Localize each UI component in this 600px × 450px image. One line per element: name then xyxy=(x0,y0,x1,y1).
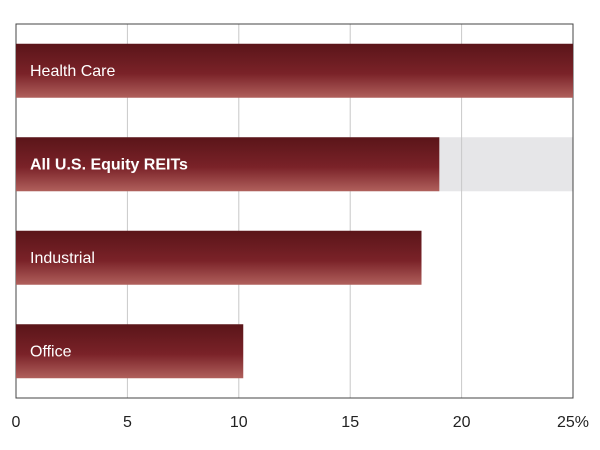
x-tick-label: 25% xyxy=(557,414,589,431)
x-tick-label: 5 xyxy=(123,414,132,431)
bar xyxy=(16,324,244,379)
bar xyxy=(16,230,422,285)
bar xyxy=(16,137,440,192)
bar xyxy=(16,43,573,98)
x-tick-label: 0 xyxy=(12,414,21,431)
bar-label: Health Care xyxy=(30,63,115,80)
bar-label: Industrial xyxy=(30,250,95,267)
bar-label: Office xyxy=(30,343,72,360)
x-tick-label: 15 xyxy=(341,414,359,431)
x-tick-label: 20 xyxy=(453,414,471,431)
x-tick-label: 10 xyxy=(230,414,248,431)
plot-frame xyxy=(15,23,574,399)
bar-label: All U.S. Equity REITs xyxy=(30,156,188,173)
